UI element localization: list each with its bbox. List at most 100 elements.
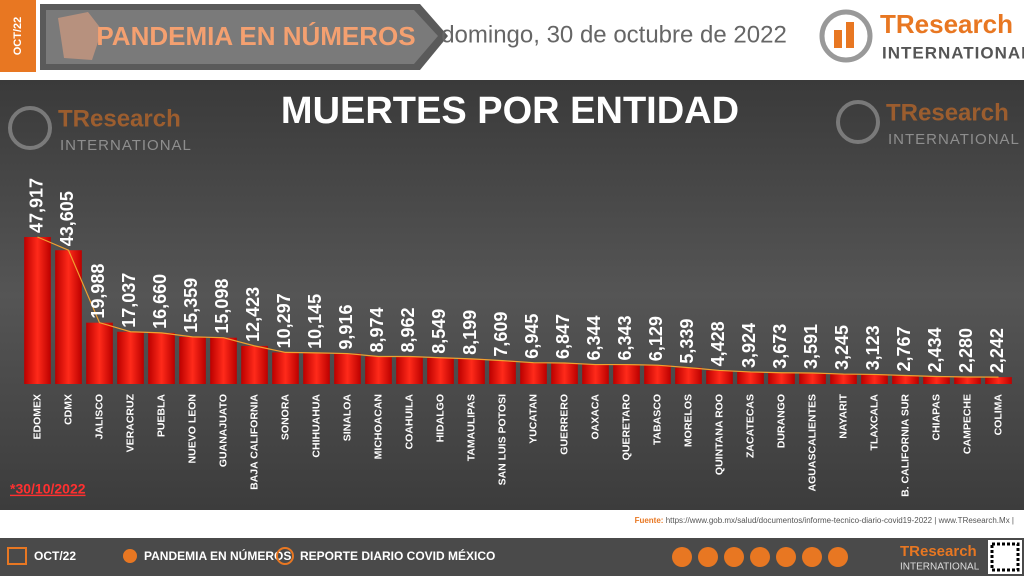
footer-report: REPORTE DIARIO COVID MÉXICO [300,548,495,563]
bar [241,345,268,384]
logo-sub: INTERNATIONAL [888,131,1020,148]
qr-code[interactable] [988,540,1022,574]
value-label: 17,037 [119,273,139,328]
logo: TResearch INTERNATIONAL [819,9,1024,63]
value-label: 3,245 [832,325,852,370]
value-label: 6,945 [522,314,542,359]
source: Fuente: https://www.gob.mx/salud/documen… [635,516,1014,525]
bar [117,331,144,384]
x-tick-label: CAMPECHE [961,394,973,454]
x-tick-label: NAYARIT [837,393,849,438]
logo-ring [836,100,880,144]
bar [489,360,516,384]
x-tick-label: CDMX [62,394,74,425]
x-tick-label: QUINTANA ROO [713,394,725,475]
bar [520,362,547,384]
web-icon[interactable] [672,547,692,567]
x-tick-label: TABASCO [651,394,663,445]
value-label: 47,917 [26,178,46,233]
value-label: 43,605 [57,191,77,246]
bar [985,377,1012,384]
value-label: 2,434 [925,327,945,372]
bar [210,337,237,384]
value-label: 6,344 [584,315,604,360]
bar [148,332,175,384]
value-label: 5,339 [677,319,697,364]
value-label: 8,199 [460,310,480,355]
value-label: 3,591 [801,324,821,369]
bar [458,358,485,384]
logo-name: TResearch [886,99,1009,126]
x-tick-label: MICHOACAN [372,394,384,459]
logo-sub: INTERNATIONAL [60,137,192,154]
bar [954,377,981,384]
x-tick-label: EDOMEX [31,394,43,440]
value-label: 6,343 [615,315,635,360]
report-icon [276,547,294,565]
source-label: Fuente: [635,516,664,525]
bar [892,375,919,384]
bar [365,356,392,384]
footer-bg [0,538,1024,576]
plot: 47,917 EDOMEX 43,605 CDMX 19,988 JALISCO 17,03… [24,178,1012,497]
value-label: 16,660 [150,274,170,329]
value-label: 8,549 [429,309,449,354]
logo-bar [846,22,854,48]
source-text: https://www.gob.mx/salud/documentos/info… [666,516,1014,525]
bar [551,362,578,384]
youtube-icon[interactable] [828,547,848,567]
linkedin-icon[interactable] [802,547,822,567]
x-tick-label: TLAXCALA [868,394,880,451]
value-label: 2,280 [956,328,976,373]
map-icon [58,12,102,60]
logo-name: TResearch [880,9,1013,39]
value-label: 4,428 [708,321,728,366]
value-label: 3,123 [863,325,883,370]
x-tick-label: TAMAULIPAS [465,394,477,461]
chart-panel [0,80,1024,510]
x-tick-label: PUEBLA [155,394,167,438]
phone-icon[interactable] [698,547,718,567]
header-date: domingo, 30 de octubre de 2022 [441,21,787,48]
value-label: 15,359 [181,278,201,333]
x-tick-label: GUERRERO [558,394,570,455]
bar [644,365,671,384]
bar [303,352,330,384]
value-label: 10,145 [305,294,325,349]
chart-title: MUERTES POR ENTIDAD [281,90,739,132]
x-tick-label: COAHUILA [403,394,415,450]
date-tag: OCT/22 [12,17,24,56]
footer-logo-sub: INTERNATIONAL [900,562,980,573]
bar [706,370,733,384]
date-tab [0,0,36,72]
bar [396,356,423,384]
bar [427,357,454,384]
facebook-icon[interactable] [776,547,796,567]
trend-line [37,236,999,378]
x-tick-label: MORELOS [682,394,694,447]
x-tick-label: COLIMA [992,394,1004,436]
value-label: 6,129 [646,316,666,361]
x-tick-label: BAJA CALIFORNIA [248,394,260,490]
twitter-icon[interactable] [750,547,770,567]
logo-name: TResearch [58,105,181,132]
value-label: 2,242 [987,328,1007,373]
mail-icon[interactable] [724,547,744,567]
x-tick-label: B. CALIFORNIA SUR [899,394,911,497]
x-tick-label: YUCATAN [527,394,539,444]
header-title: PANDEMIA EN NÚMEROS [96,21,415,51]
calendar-icon [7,547,27,565]
value-label: 3,673 [770,324,790,369]
x-tick-label: CHIAPAS [930,394,942,440]
social-icons [672,547,848,567]
bar [861,374,888,384]
value-label: 8,962 [398,307,418,352]
value-label: 12,423 [243,287,263,342]
watermark-logo: TResearch INTERNATIONAL [836,99,1020,148]
bar [613,364,640,384]
bar [179,336,206,384]
title-banner-inner [46,10,438,64]
value-label: 8,974 [367,307,387,352]
